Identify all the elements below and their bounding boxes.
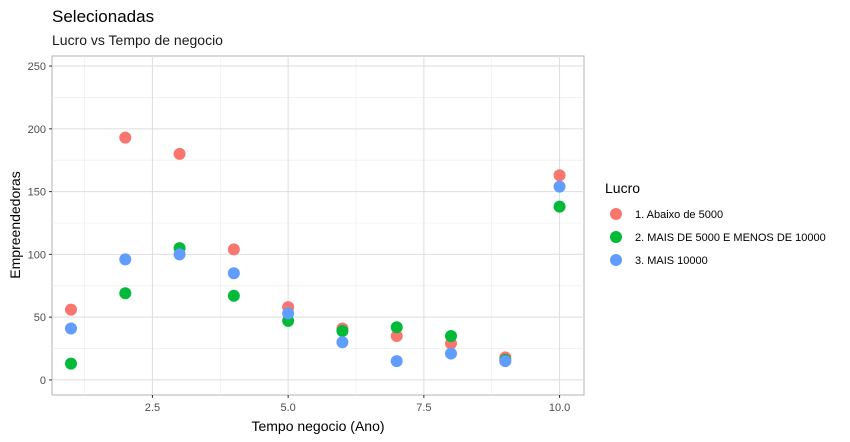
point-series-3 [227,267,240,280]
point-series-3 [553,180,566,193]
point-series-2 [336,324,349,337]
y-tick-label: 200 [28,124,46,136]
point-series-1 [390,329,403,342]
legend-label-3: 3. MAIS 10000 [635,255,708,267]
y-axis-ticks: 0 50 100 150 200 250 [28,61,52,387]
point-series-3 [336,336,349,349]
point-series-3 [173,248,186,261]
x-tick-label: 5.0 [280,402,295,414]
major-gridlines [52,56,584,395]
y-tick-label: 50 [34,312,46,324]
point-series-3 [119,253,132,266]
data-points [65,131,566,370]
minor-gridlines [52,56,584,395]
point-series-2 [445,329,457,342]
point-series-1 [173,147,186,160]
y-tick-label: 100 [28,249,46,261]
point-series-2 [390,321,403,334]
point-series-2 [119,287,132,300]
x-tick-label: 7.5 [416,402,431,414]
chart-title: Selecionadas [52,7,154,26]
point-series-1 [227,243,240,256]
x-tick-label: 2.5 [145,402,160,414]
point-series-1 [119,131,132,144]
point-series-1 [553,169,566,182]
x-tick-label: 10.0 [549,402,570,414]
point-series-2 [65,357,77,370]
point-series-1 [65,303,77,316]
point-series-3 [499,355,512,368]
legend-label-1: 1. Abaixo de 5000 [635,209,723,221]
legend-title: Lucro [605,180,640,196]
point-series-3 [282,307,295,320]
point-series-2 [553,200,566,213]
legend-key-3 [610,254,622,266]
point-series-3 [390,355,403,368]
x-axis-ticks: 2.5 5.0 7.5 10.0 [145,395,570,414]
legend-label-2: 2. MAIS DE 5000 E MENOS DE 10000 [635,232,826,244]
point-series-3 [445,347,457,360]
y-tick-label: 250 [28,61,46,73]
x-axis-title: Tempo negocio (Ano) [251,418,384,434]
point-series-2 [227,289,240,302]
y-tick-label: 0 [40,375,46,387]
legend-key-2 [610,231,622,243]
y-axis-title: Empreendedoras [7,171,23,278]
point-series-3 [65,322,77,335]
chart-subtitle: Lucro vs Tempo de negocio [52,32,223,48]
y-tick-label: 150 [28,187,46,199]
legend-key-1 [610,208,622,220]
plot-panel [51,55,585,396]
legend: Lucro 1. Abaixo de 5000 2. MAIS DE 5000 E… [605,180,826,267]
